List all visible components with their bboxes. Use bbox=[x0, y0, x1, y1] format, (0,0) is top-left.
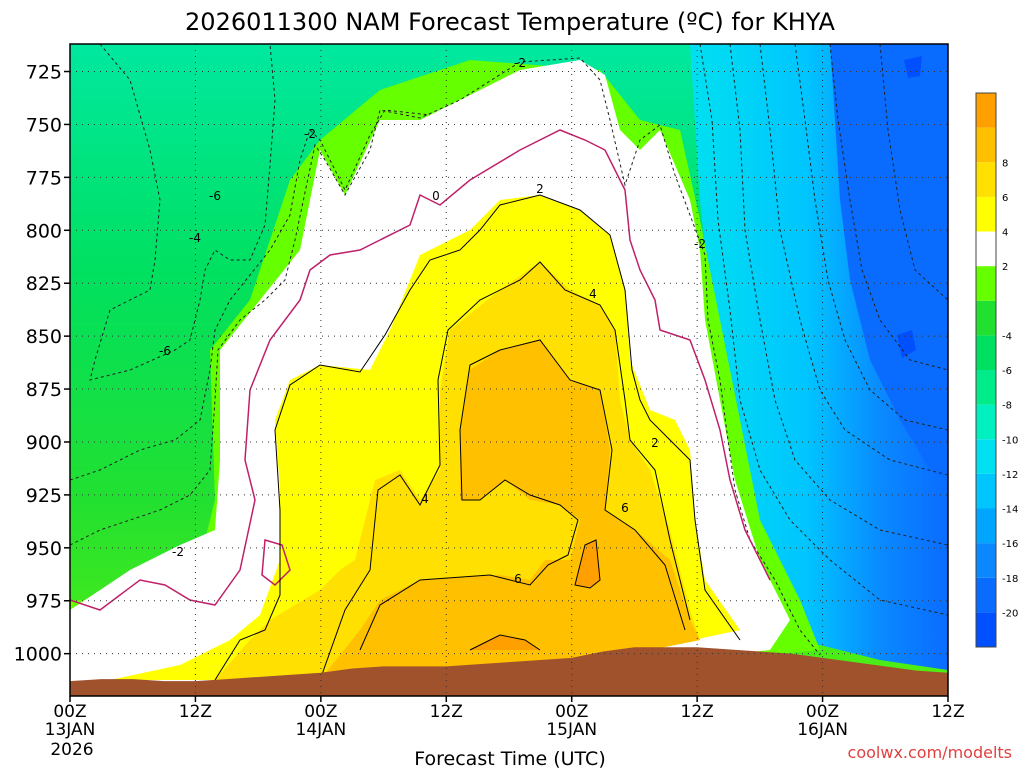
contour-4 bbox=[319, 261, 691, 681]
x-date-label: 16JAN bbox=[797, 720, 848, 740]
y-tick-label: 925 bbox=[26, 485, 62, 507]
colorbar-swatch bbox=[976, 300, 996, 336]
y-tick-label: 950 bbox=[26, 538, 62, 560]
x-tick-label: 00Z bbox=[806, 702, 839, 722]
colorbar-label: -12 bbox=[1002, 470, 1018, 481]
colorbar-label: -4 bbox=[1002, 331, 1012, 342]
credit-text: coolwx.com/modelts bbox=[848, 743, 1012, 762]
fill-colder-core bbox=[830, 44, 948, 480]
colorbar: -20 -18 -16 -14 -12 -10 -8 -6 -4 2 4 6 8 bbox=[975, 92, 1018, 648]
colorbar-swatch bbox=[976, 231, 996, 267]
x-tick-label: 12Z bbox=[430, 702, 463, 722]
x-tick-label: 00Z bbox=[304, 702, 337, 722]
contour-label: -2 bbox=[172, 545, 184, 559]
y-tick-label: 875 bbox=[26, 379, 62, 401]
contour-label: 2 bbox=[651, 436, 659, 450]
chart-title: 2026011300 NAM Forecast Temperature (ºC)… bbox=[185, 8, 836, 36]
contour-label: 6 bbox=[514, 572, 522, 586]
x-tick-label: 12Z bbox=[681, 702, 714, 722]
y-tick-label: 975 bbox=[26, 591, 62, 613]
contour-label: 2 bbox=[536, 182, 544, 196]
colorbar-label: -14 bbox=[1002, 505, 1018, 516]
x-axis-label: Forecast Time (UTC) bbox=[414, 748, 605, 768]
colorbar-label: 8 bbox=[1002, 158, 1008, 169]
contour-minus8-east bbox=[699, 44, 948, 616]
colorbar-swatch bbox=[976, 196, 996, 232]
colorbar-label: 2 bbox=[1002, 262, 1008, 273]
x-tick-label: 00Z bbox=[555, 702, 588, 722]
contour-label: 0 bbox=[432, 189, 440, 203]
x-tick-label: 00Z bbox=[53, 702, 86, 722]
contour-zero bbox=[70, 129, 771, 611]
y-tick-label: 775 bbox=[26, 167, 62, 189]
contour-minus6-left bbox=[89, 44, 276, 381]
y-tick-label: 750 bbox=[26, 114, 62, 136]
y-tick-label: 725 bbox=[26, 62, 62, 84]
contour-minus12-east bbox=[759, 44, 948, 476]
y-tick-label: 825 bbox=[26, 273, 62, 295]
colorbar-label: -10 bbox=[1002, 435, 1018, 446]
grid-lines bbox=[70, 44, 948, 696]
fill-positive-6 bbox=[320, 340, 700, 680]
colorbar-label: -8 bbox=[1002, 401, 1012, 412]
colorbar-swatch bbox=[976, 404, 996, 440]
temperature-fill bbox=[70, 44, 948, 696]
y-axis: 725 750 775 800 825 850 875 900 925 950 975 1000 bbox=[14, 62, 70, 666]
contour-6 bbox=[359, 339, 686, 651]
colorbar-swatch bbox=[976, 162, 996, 197]
colorbar-swatch bbox=[976, 439, 996, 474]
contour-minus14-east bbox=[794, 44, 948, 431]
x-date-label: 13JAN bbox=[45, 720, 96, 740]
colorbar-swatch bbox=[976, 543, 996, 578]
contour-label: 4 bbox=[421, 492, 429, 506]
contour-label: -6 bbox=[159, 344, 171, 358]
y-tick-label: 800 bbox=[26, 220, 62, 242]
colorbar-swatch bbox=[976, 127, 996, 163]
y-tick-label: 850 bbox=[26, 326, 62, 348]
colorbar-label: -20 bbox=[1002, 608, 1018, 619]
colorbar-label: 4 bbox=[1002, 228, 1008, 239]
contour-lines bbox=[70, 44, 948, 681]
plot-frame bbox=[69, 43, 949, 697]
contour-8 bbox=[469, 539, 601, 651]
contour-label: -2 bbox=[304, 127, 316, 141]
contour-2 bbox=[214, 194, 741, 681]
colorbar-swatch bbox=[976, 335, 996, 370]
fill-positive-8 bbox=[470, 540, 600, 650]
contour-label: -4 bbox=[189, 231, 201, 245]
contour-label: -2 bbox=[694, 237, 706, 251]
colorbar-label: 6 bbox=[1002, 193, 1008, 204]
x-tick-label: 12Z bbox=[179, 702, 212, 722]
colorbar-frame bbox=[975, 92, 997, 648]
x-date-label: 15JAN bbox=[546, 720, 597, 740]
colorbar-swatch bbox=[976, 93, 996, 128]
contour-minus16-east bbox=[829, 44, 948, 371]
x-year-label: 2026 bbox=[50, 740, 93, 760]
colorbar-swatch bbox=[976, 266, 996, 301]
colorbar-swatch bbox=[976, 577, 996, 613]
x-tick-label: 12Z bbox=[931, 702, 964, 722]
colorbar-swatch bbox=[976, 612, 996, 647]
y-tick-label: 1000 bbox=[14, 644, 62, 666]
ground-terrain bbox=[70, 647, 948, 696]
colorbar-swatch bbox=[976, 370, 996, 405]
contour-label: 4 bbox=[589, 287, 597, 301]
colorbar-swatch bbox=[976, 473, 996, 509]
colorbar-label: -18 bbox=[1002, 574, 1018, 585]
y-tick-label: 900 bbox=[26, 432, 62, 454]
contour-labels: -2 -2 -2 0 2 2 4 4 6 6 -6 -4 -6 -2 bbox=[159, 56, 706, 586]
contour-label: -2 bbox=[514, 56, 526, 70]
colorbar-label: -16 bbox=[1002, 539, 1018, 550]
colorbar-swatch bbox=[976, 508, 996, 544]
contour-label: -6 bbox=[209, 189, 221, 203]
colorbar-label: -6 bbox=[1002, 366, 1012, 377]
contour-zero-island bbox=[261, 539, 291, 586]
contour-label: 6 bbox=[621, 501, 629, 515]
x-date-label: 14JAN bbox=[296, 720, 347, 740]
